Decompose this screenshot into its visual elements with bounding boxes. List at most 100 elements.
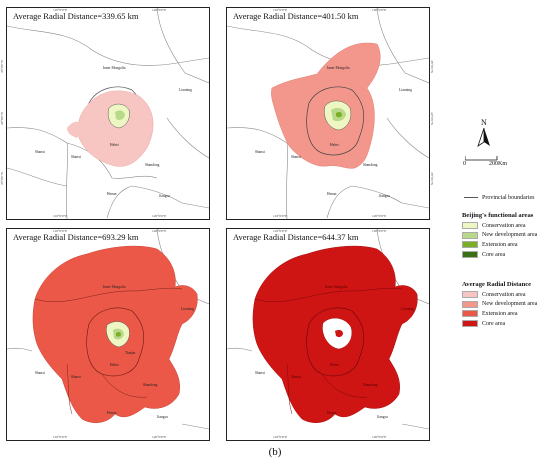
label-shandong: Shandong [363,163,378,167]
provincial-boundary [227,25,429,66]
tick-bottom: 110°0'0"E [273,435,288,439]
provincial-boundary [286,363,293,415]
provincial-boundary [321,373,368,398]
legend-label: New development area [482,301,538,308]
legend-label: Extension area [482,241,518,248]
panel-title: Average Radial Distance=401.50 km [231,11,361,21]
map-panel-new-development: Average Radial Distance=401.50 km Inner … [226,7,430,220]
provincial-boundary [401,423,429,430]
scale-bar: 0 200Km [462,156,522,170]
tick-top: 110°0'0"E [53,8,68,12]
tick-top: 120°0'0"E [372,229,387,233]
legend-swatch [462,222,478,230]
provincial-boundary [7,347,33,352]
provincial-boundary [106,185,209,219]
tick-right: 40°0'0"N [430,112,434,125]
label-shanxi: Shanxi [35,150,45,154]
provincial-boundary [166,117,209,159]
legend-swatch [462,310,478,318]
legend-swatch [462,300,478,308]
radial-distance-legend: Average Radial Distance Conservation are… [462,281,537,328]
provincial-boundary [181,423,209,430]
provincial-boundary [34,287,183,303]
beijing-functional [335,330,343,338]
label-shanxi: Shanxi [255,150,265,154]
tick-bottom: 120°0'0"E [152,214,167,218]
label-shanxi-2: Shanxi [291,375,301,379]
radial-area [67,121,85,138]
legend-swatch [462,291,478,299]
label-jiangsu: Jiangsu [159,194,170,198]
north-arrow-label: N [481,118,487,127]
map-svg [227,8,429,219]
label-hebei: Hebei [330,363,339,367]
functional-areas-legend: Beijing's functional areas Conservation … [462,212,537,259]
provincial-boundary [254,287,403,303]
label-henan: Henan [327,192,337,196]
provincial-boundary [227,127,288,219]
label-liaoning: Liaoning [179,88,192,92]
label-shanxi-2: Shanxi [291,155,301,159]
label-shandong: Shandong [145,163,160,167]
tick-left: 35°0'0"N [0,172,4,185]
tick-bottom: 110°0'0"E [53,435,68,439]
label-jiangsu: Jiangsu [379,194,390,198]
tick-top: 110°0'0"E [273,229,288,233]
legend-label: Conservation area [482,291,526,298]
scale-bar-graphic [465,156,498,161]
label-shanxi-2: Shanxi [71,375,81,379]
label-tianjin: Tianjin [125,351,136,355]
boundary-legend: Provincial boundaries [464,193,535,203]
scale-start: 0 [463,161,466,167]
label-inner-mongolia: Inner Mongolia [103,285,126,289]
hebei-outline [86,307,145,377]
map-svg [227,229,429,430]
provincial-boundary [101,373,148,398]
label-liaoning: Liaoning [399,88,412,92]
label-shandong: Shandong [143,383,158,387]
tick-bottom: 110°0'0"E [273,214,288,218]
provincial-boundary [7,25,209,66]
tick-right: 35°0'0"N [430,172,434,185]
label-hebei: Hebei [110,363,119,367]
legend-label: Extension area [482,310,518,317]
provincial-boundary [227,347,253,352]
label-liaoning: Liaoning [401,307,414,311]
label-henan: Henan [107,411,117,415]
label-hebei: Hebei [330,143,339,147]
tick-top: 110°0'0"E [53,229,68,233]
legend-label: Core area [482,320,506,327]
provincial-boundary [66,142,158,179]
label-inner-mongolia: Inner Mongolia [327,66,350,70]
provincial-boundary [376,8,429,84]
boundary-legend-label: Provincial boundaries [482,194,535,201]
map-svg [7,229,209,430]
north-arrow-icon [477,128,490,147]
radial-legend-title: Average Radial Distance [462,281,532,288]
map-panel-extension: Average Radial Distance=693.29 km Inner … [6,228,210,441]
functional-legend-title: Beijing's functional areas [462,212,534,219]
label-shanxi: Shanxi [255,371,265,375]
north-arrow: N [474,118,494,148]
scale-end: 200Km [489,161,507,167]
provincial-boundary [326,185,429,219]
panel-title: Average Radial Distance=693.29 km [11,232,141,242]
label-shanxi: Shanxi [35,371,45,375]
provincial-boundary [156,8,209,84]
radial-area [77,90,154,167]
tick-top: 120°0'0"E [152,229,167,233]
provincial-boundary [66,363,73,415]
map-panel-conservation: Average Radial Distance=339.65 km Inner … [6,7,210,220]
label-hebei: Hebei [110,143,119,147]
tick-left: 45°0'0"N [0,60,4,73]
label-shandong: Shandong [363,383,378,387]
legend-swatch [462,241,478,249]
beijing-functional [116,331,121,337]
label-shanxi-2: Shanxi [71,155,81,159]
tick-top: 110°0'0"E [273,8,288,12]
figure-caption: (b) [268,446,282,458]
hebei-outline [306,86,365,156]
legend-swatch [462,320,478,328]
legend-label: New development area [482,232,538,239]
panel-title: Average Radial Distance=644.37 km [231,232,361,242]
